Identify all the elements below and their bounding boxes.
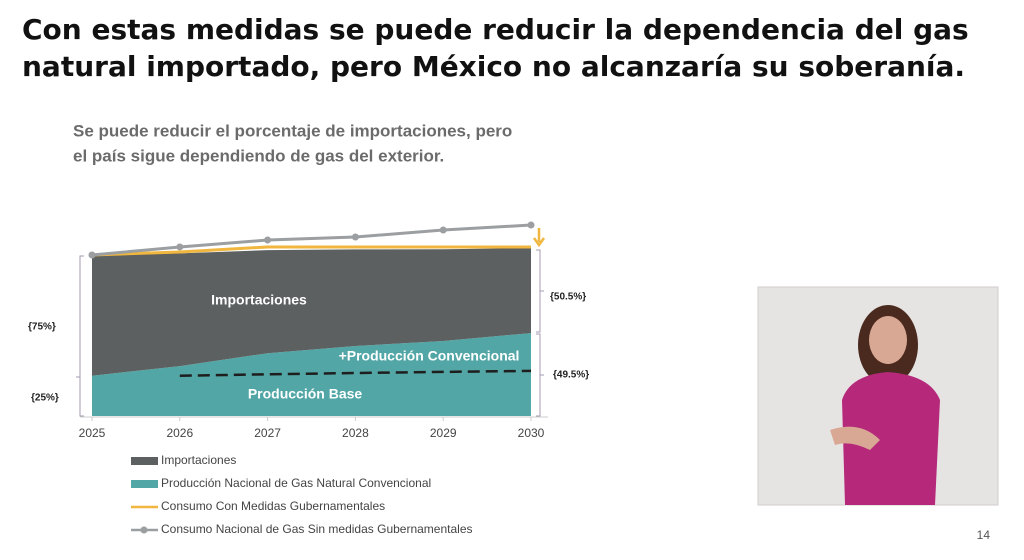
- legend-swatch: [140, 526, 148, 534]
- slide-title: Con estas medidas se puede reducir la de…: [22, 13, 969, 46]
- marker: [351, 233, 359, 241]
- marker: [264, 236, 272, 244]
- x-tick-label: 2027: [254, 426, 281, 440]
- bracket: [76, 255, 84, 417]
- face: [869, 316, 907, 364]
- bracket: [536, 249, 544, 333]
- marker: [439, 226, 447, 234]
- area: [92, 248, 531, 376]
- hands: [830, 426, 880, 450]
- bracket-label: {50.5%}: [550, 292, 586, 303]
- bracket: [536, 333, 544, 417]
- x-tick-label: 2025: [79, 426, 106, 440]
- page-number: 14: [977, 528, 991, 542]
- chart-title: el país sigue dependiendo de gas del ext…: [73, 146, 444, 165]
- slide-title: natural importado, pero México no alcanz…: [22, 50, 965, 83]
- area-label: Producción Base: [248, 386, 363, 402]
- arrow: [532, 228, 546, 248]
- legend-swatch: [131, 457, 158, 465]
- interpreter-video: [757, 286, 999, 506]
- body: [842, 372, 940, 505]
- legend-label: Importaciones: [161, 453, 236, 467]
- legend-label: Consumo Con Medidas Gubernamentales: [161, 499, 385, 513]
- x-tick-label: 2026: [166, 426, 193, 440]
- x-tick-label: 2029: [430, 426, 457, 440]
- dashed-line: [179, 369, 532, 377]
- chart-title: Se puede reducir el porcentaje de import…: [73, 121, 512, 140]
- legend-label: Producción Nacional de Gas Natural Conve…: [161, 476, 431, 490]
- marker: [88, 251, 96, 259]
- line: [91, 223, 532, 257]
- bracket-label: {25%}: [31, 393, 59, 404]
- bracket-label: {75%}: [28, 322, 56, 333]
- x-tick-label: 2030: [518, 426, 545, 440]
- area-label: Importaciones: [211, 292, 307, 308]
- legend-swatch: [131, 480, 158, 488]
- marker: [176, 243, 184, 251]
- line: [91, 245, 531, 257]
- area-label: +Producción Convencional: [339, 348, 520, 364]
- x-tick-label: 2028: [342, 426, 369, 440]
- legend-label: Consumo Nacional de Gas Sin medidas Gube…: [161, 522, 473, 536]
- brackets: [76, 249, 544, 417]
- marker: [527, 221, 535, 229]
- bracket-label: {49.5%}: [553, 370, 589, 381]
